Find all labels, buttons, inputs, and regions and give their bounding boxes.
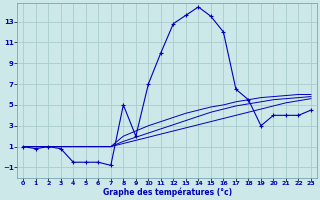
X-axis label: Graphe des températures (°c): Graphe des températures (°c) <box>102 188 232 197</box>
